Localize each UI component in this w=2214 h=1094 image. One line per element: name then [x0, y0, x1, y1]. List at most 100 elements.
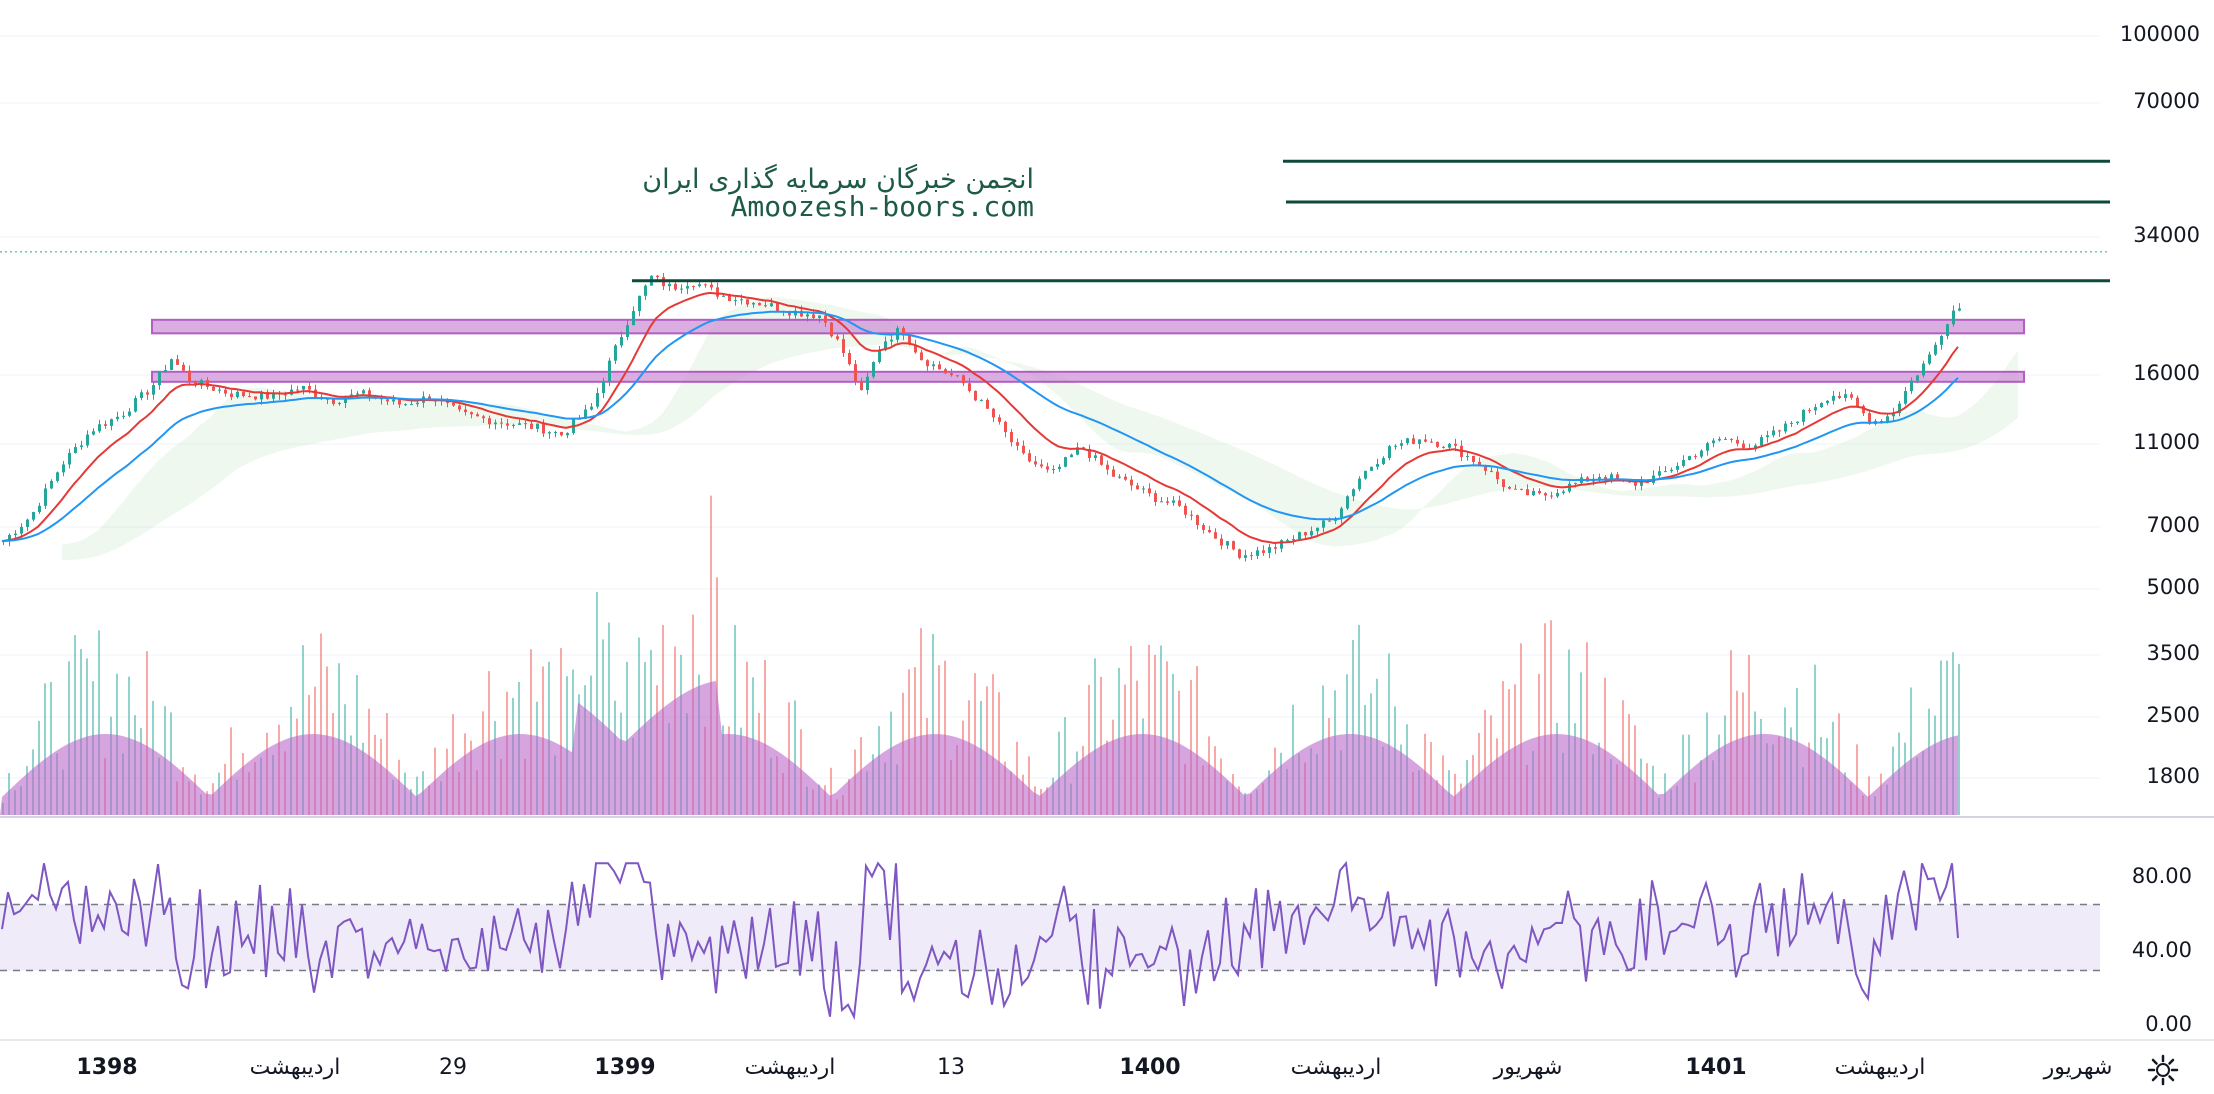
- candle-body: [1304, 532, 1307, 536]
- candle-body: [116, 416, 119, 420]
- candle-body: [110, 419, 113, 426]
- candle-body: [1004, 421, 1007, 433]
- candle-body: [1820, 403, 1823, 408]
- candle-body: [1310, 531, 1313, 536]
- candle-body: [206, 380, 209, 387]
- candle-body: [200, 380, 203, 386]
- volume-bar: [1148, 644, 1150, 815]
- candle-body: [158, 371, 161, 386]
- volume-bar: [1154, 654, 1156, 815]
- time-axis-label: اردیبهشت: [1834, 1055, 1926, 1080]
- volume-bar: [1190, 680, 1192, 815]
- candle-body: [1700, 450, 1703, 457]
- level-tag-26000: 26000: [2121, 277, 2189, 301]
- candle-body: [1100, 455, 1103, 465]
- candle-body: [1496, 471, 1499, 480]
- volume-bar: [1628, 714, 1630, 815]
- price-axis-label: 70000: [2133, 89, 2200, 113]
- candle-body: [938, 364, 941, 370]
- volume-bar: [710, 495, 712, 815]
- candle-body: [752, 302, 755, 305]
- candle-body: [1682, 460, 1685, 466]
- candle-body: [1472, 455, 1475, 462]
- candle-body: [218, 389, 221, 391]
- candle-body: [1190, 514, 1193, 516]
- candle-body: [1388, 446, 1391, 459]
- volume-bar: [230, 727, 232, 815]
- candle-body: [536, 423, 539, 429]
- candle-body: [1730, 438, 1733, 440]
- price-axis-label: 1800: [2146, 764, 2200, 788]
- candle-body: [1484, 465, 1487, 471]
- time-axis-label: 1400: [1119, 1055, 1181, 1080]
- candle-body: [914, 344, 917, 353]
- candle-body: [626, 325, 629, 338]
- candle-body: [1208, 529, 1211, 533]
- candle-body: [848, 353, 851, 365]
- support-zone: [151, 318, 2025, 335]
- candle-body: [926, 360, 929, 367]
- candle-body: [1166, 501, 1169, 503]
- candle-body: [410, 404, 413, 406]
- support-zones: [151, 318, 2025, 383]
- candle-body: [1670, 469, 1673, 472]
- level-tag-40000: 40000: [2121, 192, 2189, 216]
- candle-body: [464, 409, 467, 413]
- candle-body: [1562, 491, 1565, 493]
- candle-body: [50, 480, 53, 489]
- candle-body: [1106, 464, 1109, 470]
- volume-bar: [1958, 663, 1960, 815]
- volume-bar: [566, 676, 568, 815]
- candle-body: [1394, 445, 1397, 447]
- volume-bar: [80, 649, 82, 815]
- candle-body: [524, 423, 527, 425]
- ma-fast-line: [1, 291, 1959, 545]
- candle-body: [1838, 395, 1841, 398]
- candle-body: [542, 423, 545, 434]
- candle-body: [632, 311, 635, 326]
- watermark-url: Amoozesh-boors.com: [730, 190, 1034, 223]
- candle-body: [1766, 435, 1769, 438]
- candle-body: [296, 389, 299, 391]
- time-axis-label: 13: [937, 1055, 965, 1080]
- candle-body: [1238, 549, 1241, 558]
- volume-bar: [50, 681, 52, 815]
- candle-body: [1118, 476, 1121, 478]
- candle-body: [1898, 403, 1901, 414]
- volume-bar: [788, 702, 790, 815]
- candle-body: [1886, 416, 1889, 422]
- candle-body: [1322, 520, 1325, 528]
- candle-body: [980, 399, 983, 401]
- candle-body: [818, 315, 821, 318]
- candle-body: [1712, 440, 1715, 444]
- candle-body: [548, 432, 551, 434]
- volume-bar: [998, 692, 1000, 815]
- volume-bar: [932, 634, 934, 815]
- price-axis-label: 3500: [2146, 641, 2200, 665]
- candle-body: [890, 339, 893, 342]
- gear-icon[interactable]: [2146, 1053, 2180, 1087]
- candle-body: [344, 398, 347, 403]
- level-tag-50000: 50000: [2121, 151, 2189, 175]
- candle-body: [1808, 409, 1811, 411]
- rsi-axis-label: 80.00: [2131, 864, 2192, 888]
- candle-body: [722, 295, 725, 297]
- candle-body: [968, 383, 971, 391]
- candle-body: [1922, 363, 1925, 376]
- candle-body: [590, 406, 593, 410]
- volume-bar: [1196, 666, 1198, 815]
- candle-body: [1010, 432, 1013, 443]
- candle-body: [878, 350, 881, 363]
- candle-body: [314, 389, 317, 397]
- candle-body: [1640, 480, 1643, 486]
- volume-bar: [1940, 660, 1942, 815]
- time-axis-label: شهریور: [2043, 1055, 2113, 1080]
- candle-body: [1736, 439, 1739, 444]
- candle-body: [1526, 489, 1529, 496]
- candle-body: [1196, 515, 1199, 526]
- candle-body: [842, 339, 845, 354]
- ma-slow-line: [1, 310, 1959, 543]
- candle-body: [254, 396, 257, 400]
